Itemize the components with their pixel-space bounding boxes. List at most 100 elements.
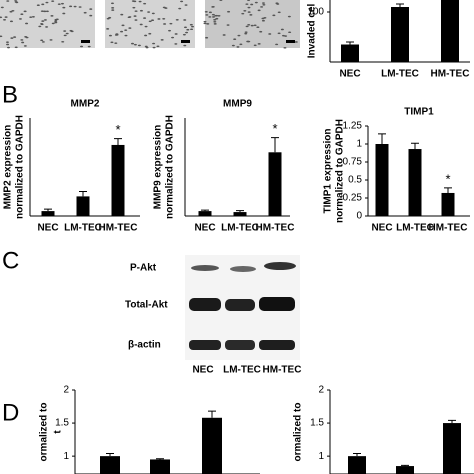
cell xyxy=(62,12,66,15)
cell xyxy=(108,34,112,37)
cell xyxy=(18,18,22,20)
cell xyxy=(244,31,248,33)
error-bar xyxy=(353,452,361,457)
cell xyxy=(191,25,195,28)
blot-band xyxy=(225,340,255,350)
error-bar xyxy=(201,209,209,212)
cell xyxy=(152,46,156,49)
y-axis-label: ormalized to xyxy=(293,403,304,462)
cell xyxy=(89,14,93,17)
bar xyxy=(443,423,461,474)
cell xyxy=(13,36,17,38)
cell xyxy=(139,9,143,12)
cell xyxy=(245,25,249,28)
cell xyxy=(63,34,67,37)
cell xyxy=(25,22,29,25)
cell xyxy=(14,0,18,1)
cell xyxy=(110,2,114,5)
cell xyxy=(151,19,155,22)
cell xyxy=(138,0,142,3)
cell xyxy=(40,22,44,25)
cell xyxy=(222,34,226,36)
cell xyxy=(3,18,7,21)
cell xyxy=(205,14,209,16)
blot-row-label: P-Akt xyxy=(130,263,157,274)
cell xyxy=(89,8,93,10)
cell xyxy=(253,24,257,27)
cell xyxy=(185,31,189,34)
bar xyxy=(341,44,359,62)
x-tick-label: NEC xyxy=(339,69,360,80)
cell xyxy=(180,0,184,3)
cell xyxy=(45,26,49,28)
y-axis-label: ormalized to xyxy=(39,403,50,462)
y-tick-label: 2 xyxy=(318,385,324,396)
cell xyxy=(6,0,10,2)
cell xyxy=(9,10,13,13)
y-tick-label: 0.25 xyxy=(343,193,363,204)
blot-band xyxy=(230,266,256,272)
cell xyxy=(106,28,110,30)
cell xyxy=(128,27,132,29)
cell xyxy=(213,19,217,21)
cell xyxy=(245,3,249,5)
cell xyxy=(5,41,9,43)
cell xyxy=(9,20,13,23)
cell xyxy=(128,16,132,18)
cell xyxy=(41,20,45,22)
bar xyxy=(441,192,455,216)
cell xyxy=(249,14,253,16)
y-tick-label: 1 xyxy=(318,451,324,462)
cell xyxy=(190,28,194,31)
cell xyxy=(0,35,3,38)
y-axis-label: normalized to GAPDH xyxy=(335,119,346,223)
cell xyxy=(51,0,55,2)
cell xyxy=(55,18,59,21)
x-tick-label: LM-TEC xyxy=(64,223,102,234)
cell xyxy=(211,6,215,8)
cell xyxy=(205,36,209,39)
cell xyxy=(268,33,272,35)
error-bar xyxy=(396,3,404,7)
cell xyxy=(214,14,218,17)
x-tick-label: NEC xyxy=(37,223,58,234)
error-bar xyxy=(114,138,122,145)
cell xyxy=(134,10,138,12)
cell xyxy=(247,23,251,26)
error-bar xyxy=(106,452,114,457)
bar xyxy=(100,456,120,474)
micrograph xyxy=(0,0,95,48)
cell xyxy=(38,25,42,28)
chart-title: MMP9 xyxy=(223,99,252,110)
cell xyxy=(178,7,182,10)
cell xyxy=(133,0,137,3)
bar xyxy=(150,459,170,474)
chart-title: MMP2 xyxy=(71,99,100,110)
cell xyxy=(184,4,188,6)
cell xyxy=(143,17,147,19)
panel-label: D xyxy=(2,399,19,426)
cell xyxy=(261,2,265,4)
blot-row-label: β-actin xyxy=(128,340,161,351)
cell xyxy=(183,26,187,29)
blot-category: LM-TEC xyxy=(223,365,261,376)
cell xyxy=(51,22,55,25)
blot-band xyxy=(264,262,296,270)
cell xyxy=(111,9,115,11)
y-axis-label: t xyxy=(53,430,64,434)
cell xyxy=(152,42,156,45)
cell xyxy=(288,31,292,34)
cell xyxy=(23,45,27,47)
cell xyxy=(156,45,160,48)
cell xyxy=(262,3,266,6)
error-bar xyxy=(411,142,419,150)
cell xyxy=(148,32,152,35)
cell xyxy=(29,16,33,18)
cell xyxy=(36,4,40,7)
x-tick-label: NEC xyxy=(371,223,392,234)
cell xyxy=(80,45,84,48)
cell xyxy=(175,18,179,21)
cell xyxy=(0,16,3,19)
cell xyxy=(284,35,288,37)
y-axis-label: MMP9 expression xyxy=(153,125,164,209)
